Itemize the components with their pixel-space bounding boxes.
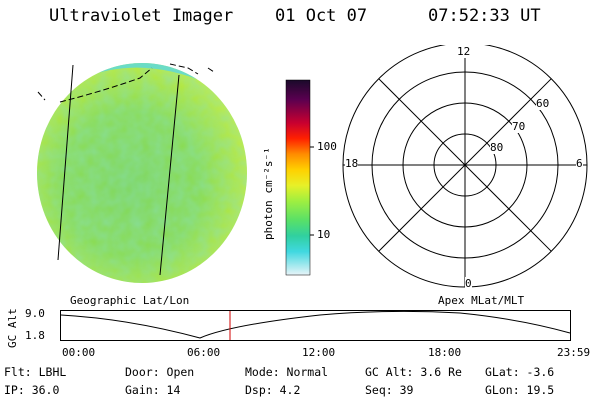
timeline-x-tick-2359: 23:59 (557, 346, 591, 359)
colorbar-tick-100: 100 (317, 140, 337, 153)
gain-info: Gain: 14 (125, 383, 181, 397)
mlt-label-6: 6 (576, 157, 583, 170)
colorbar-gradient (285, 79, 311, 276)
timeline-y-axis-title: GC Alt (6, 308, 19, 348)
mlt-label-12: 12 (457, 45, 471, 58)
colorbar (285, 79, 314, 276)
dsp-info: Dsp: 4.2 (245, 383, 301, 397)
altitude-timeline (60, 310, 571, 341)
timeline-x-tick-1200: 12:00 (302, 346, 336, 359)
mode-info: Mode: Normal (245, 365, 329, 379)
meridian-line-right (159, 74, 180, 276)
time-label: 07:52:33 UT (428, 6, 541, 26)
mlat-label-70: 70 (512, 120, 526, 133)
mlt-label-18: 18 (345, 157, 359, 170)
colorbar-tick-10: 10 (317, 228, 331, 241)
altitude-curve (60, 310, 571, 339)
auroral-image (37, 63, 247, 283)
ip-info: IP: 36.0 (4, 383, 60, 397)
colorbar-unit-label: photon cm⁻²s⁻¹ (262, 147, 275, 240)
timeline-y-tick-bottom: 1.8 (25, 329, 45, 342)
coord-system-left: Geographic Lat/Lon (70, 294, 190, 307)
mlat-label-60: 60 (536, 97, 550, 110)
meridian-line-left (57, 64, 74, 261)
timeline-x-tick-0000: 00:00 (62, 346, 96, 359)
timeline-y-tick-top: 9.0 (25, 307, 45, 320)
coord-system-right: Apex MLat/MLT (438, 294, 525, 307)
instrument-title: Ultraviolet Imager (49, 6, 234, 26)
date-label: 01 Oct 07 (275, 6, 368, 26)
door-info: Door: Open (125, 365, 195, 379)
timeline-frame (60, 310, 571, 341)
mlat-label-80: 80 (490, 141, 504, 154)
glat-info: GLat: -3.6 (485, 365, 555, 379)
timeline-x-tick-0600: 06:00 (187, 346, 221, 359)
gc-alt-info: GC Alt: 3.6 Re (365, 365, 462, 379)
seq-info: Seq: 39 (365, 383, 414, 397)
timeline-x-tick-1800: 18:00 (428, 346, 462, 359)
mlt-label-0: 0 (465, 277, 472, 290)
polar-plot (342, 45, 588, 288)
glon-info: GLon: 19.5 (485, 383, 555, 397)
filter-info: Flt: LBHL (4, 365, 67, 379)
